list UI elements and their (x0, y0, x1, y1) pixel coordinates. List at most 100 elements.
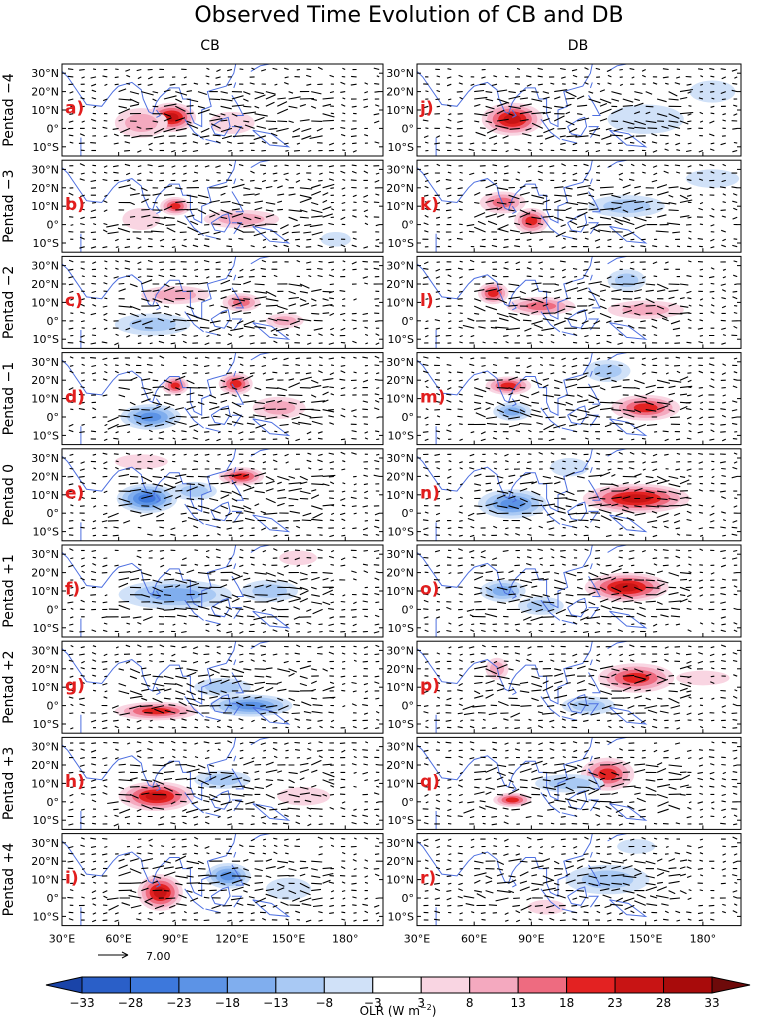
wind-vector (458, 208, 463, 211)
wind-vector (243, 280, 251, 285)
wind-vector (596, 452, 601, 455)
wind-vector (299, 197, 312, 204)
wind-vector (137, 83, 142, 86)
wind-vector (340, 364, 346, 367)
wind-vector (322, 686, 335, 692)
wind-vector (170, 320, 176, 323)
wind-vector (353, 919, 357, 922)
wind-vector (92, 903, 97, 906)
wind-vector (322, 399, 329, 403)
wind-vector (565, 207, 572, 211)
wind-vector (519, 422, 532, 425)
lat-tick-label: 30°N (386, 67, 414, 80)
wind-vector (469, 453, 475, 457)
wind-vector (152, 771, 164, 775)
wind-vector (619, 163, 623, 167)
wind-vector (470, 629, 475, 633)
wind-vector (341, 660, 346, 663)
wind-vector (364, 437, 369, 440)
wind-vector (651, 526, 658, 529)
wind-vector (163, 387, 170, 391)
wind-vector (265, 480, 275, 485)
wind-vector (197, 194, 209, 199)
wind-vector (515, 629, 521, 632)
wind-vector (374, 459, 380, 463)
wind-vector (362, 704, 368, 707)
panel-letter: k) (420, 195, 439, 215)
wind-vector (141, 880, 148, 884)
wind-vectors (67, 451, 380, 538)
wind-vector (589, 127, 601, 132)
wind-vector (531, 391, 540, 396)
wind-vector (118, 282, 125, 285)
wind-vector (311, 505, 323, 510)
wind-vector (309, 135, 323, 140)
wind-vector (435, 586, 441, 590)
wind-vector (481, 149, 486, 152)
wind-vector (192, 179, 199, 182)
wind-vector (584, 334, 589, 338)
wind-vector (435, 290, 441, 293)
wind-vector (720, 283, 726, 286)
wind-vector (436, 75, 441, 78)
lat-tick-label: 30°N (386, 452, 414, 465)
wind-vector (68, 852, 74, 855)
wind-vector (328, 881, 335, 884)
wind-vector (295, 364, 301, 367)
wind-vector (577, 104, 588, 107)
wind-vector (496, 387, 509, 389)
wind-vector (364, 690, 369, 693)
wind-vector (103, 557, 108, 560)
wind-vector (254, 105, 260, 109)
wind-vector (641, 357, 646, 360)
wind-vector (436, 467, 441, 470)
wind-vector (197, 298, 205, 301)
wind-vector (329, 481, 335, 485)
wind-vector (733, 325, 738, 329)
wind-vector (531, 216, 542, 220)
wind-vector (515, 178, 521, 181)
wind-vector (243, 572, 249, 575)
wind-vector (375, 697, 380, 700)
wind-vector (284, 76, 289, 79)
wind-vector (193, 525, 199, 529)
wind-vector (92, 645, 97, 648)
wind-vector (519, 119, 529, 122)
wind-vector (588, 586, 601, 591)
wind-vector (209, 776, 217, 781)
olr-anomaly-shade (180, 485, 209, 497)
wind-vector (722, 201, 726, 204)
wind-vector (474, 312, 480, 315)
wind-vector (114, 912, 119, 915)
wind-vector (285, 437, 289, 440)
wind-vector (80, 267, 85, 270)
wind-vector (527, 149, 532, 152)
wind-vector (80, 808, 85, 811)
wind-vector (609, 422, 623, 425)
wind-vector (508, 95, 521, 100)
wind-vector (531, 122, 544, 129)
wind-vector (468, 230, 475, 233)
wind-vector (651, 325, 658, 329)
wind-vector (434, 453, 441, 456)
wind-vector (92, 490, 97, 493)
wind-vector (254, 696, 263, 699)
wind-vector (340, 81, 346, 85)
wind-vector (599, 298, 606, 302)
wind-vector (186, 671, 197, 677)
wind-vector (186, 194, 198, 198)
wind-vector (560, 630, 566, 633)
lat-tick-label: 30°N (31, 644, 59, 657)
wind-vector (102, 779, 108, 782)
wind-vector (283, 244, 289, 248)
wind-vector (319, 238, 323, 240)
wind-vector (186, 579, 197, 583)
wind-vector (353, 912, 357, 914)
wind-vector (203, 259, 210, 263)
wind-vector (250, 659, 255, 662)
wind-vector (197, 882, 212, 885)
wind-vector (520, 608, 532, 614)
wind-vector (364, 82, 369, 85)
wind-vector (436, 202, 441, 205)
